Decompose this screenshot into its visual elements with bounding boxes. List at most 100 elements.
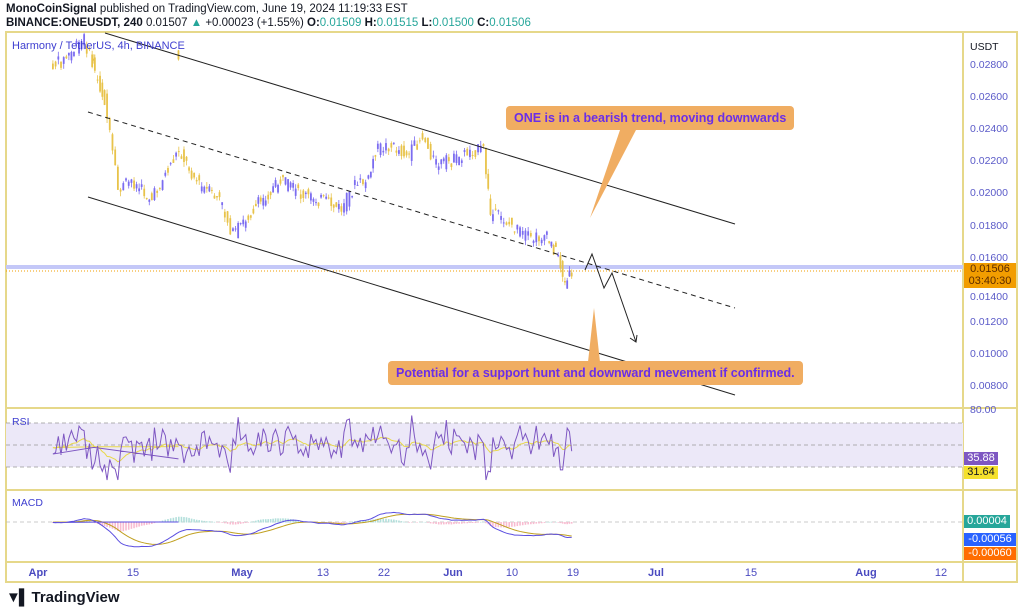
macd-hist-bar: [239, 522, 242, 524]
candle-body: [193, 172, 196, 178]
macd-hist-bar: [450, 522, 453, 525]
candle-body: [442, 158, 445, 162]
price-unit: USDT: [970, 41, 999, 53]
macd-hist-bar: [169, 518, 172, 523]
annotation-bearish-trend[interactable]: ONE is in a bearish trend, moving downwa…: [506, 106, 795, 130]
macd-line: [52, 511, 572, 548]
candle-body: [348, 191, 351, 207]
candle-body: [269, 192, 272, 196]
candle-body: [505, 222, 508, 225]
projection-arrow-icon: [629, 334, 638, 343]
candle-body: [492, 214, 494, 222]
time-tick: 13: [316, 567, 330, 579]
macd-hist-bar: [106, 522, 108, 527]
candle-body: [332, 204, 335, 208]
candle-body: [130, 179, 133, 183]
macd-hist-bar: [292, 519, 294, 523]
callout-pointer-top: [590, 130, 636, 218]
tradingview-logo[interactable]: ▼▌ TradingView: [6, 589, 120, 606]
macd-hist-bar: [188, 517, 190, 523]
high-label: H:: [364, 17, 377, 29]
macd-hist-bar: [400, 521, 403, 523]
candle-body: [527, 231, 530, 236]
candle-body: [140, 184, 143, 187]
macd-hist-bar: [502, 522, 505, 528]
macd-hist-bar: [272, 518, 274, 523]
brand-name: TradingView: [31, 589, 120, 606]
candle-body: [440, 159, 443, 165]
macd-hist-bar: [489, 522, 492, 526]
candle-body: [552, 245, 555, 255]
close-label: C:: [477, 17, 490, 29]
candle-body: [114, 149, 117, 166]
candle-body: [410, 144, 413, 161]
macd-hist-bar: [247, 522, 250, 523]
macd-hist-bar: [348, 521, 351, 523]
candle-body: [543, 235, 546, 241]
macd-hist-bar: [538, 522, 540, 524]
macd-hist-bar: [471, 522, 474, 523]
candle-body: [62, 57, 65, 64]
price-tick: 0.02400: [970, 123, 1008, 136]
macd-hist-bar: [527, 522, 529, 525]
macd-hist-bar: [130, 522, 133, 529]
price-tick: 0.02800: [970, 59, 1008, 71]
macd-hist-bar: [216, 522, 218, 523]
macd-hist-bar: [548, 521, 550, 523]
open-value: 0.01509: [319, 17, 362, 29]
candle-body: [362, 179, 364, 185]
candle-body: [242, 219, 245, 225]
macd-hist-bar: [398, 520, 400, 523]
price-tick: 0.01200: [970, 315, 1008, 328]
channel-upper-line: [104, 32, 736, 225]
candle-body: [568, 270, 571, 277]
candle-body: [65, 56, 68, 59]
current-price-line: [6, 265, 963, 269]
macd-hist-bar: [122, 522, 125, 532]
macd-hist-bar: [198, 520, 201, 523]
macd-hist-bar: [524, 522, 527, 525]
macd-hist-bar: [421, 521, 424, 523]
macd-hist-bar: [175, 517, 177, 523]
candle-body: [138, 188, 141, 192]
candle-body: [356, 184, 359, 186]
candle-body: [127, 181, 130, 186]
price-change: +0.00023 (+1.55%): [205, 17, 304, 29]
macd-hist-bar: [511, 522, 513, 527]
candle-body: [54, 61, 57, 67]
candle-body: [548, 241, 551, 243]
candle-body: [185, 156, 188, 161]
candle-body: [519, 227, 521, 237]
macd-hist-bar: [516, 522, 519, 527]
candle-body: [320, 194, 322, 198]
candle-body: [96, 79, 99, 81]
candle-body: [500, 216, 502, 220]
candle-body: [106, 93, 108, 119]
macd-hist-bar: [264, 519, 267, 523]
candle-body: [101, 82, 104, 97]
macd-hist-bar: [164, 519, 167, 523]
macd-hist-bar: [267, 519, 269, 523]
macd-signal-badge: -0.00060: [964, 547, 1016, 560]
low-value: 0.01500: [432, 17, 474, 29]
close-value: 0.01506: [489, 17, 531, 29]
price-tick: 0.01800: [970, 219, 1008, 232]
candle-body: [408, 153, 410, 155]
candle-body: [143, 188, 146, 197]
candle-body: [119, 189, 122, 192]
macd-hist-bar: [143, 522, 146, 526]
macd-hist-bar: [432, 522, 435, 524]
candle-body: [292, 182, 295, 188]
macd-hist-bar: [343, 522, 345, 524]
candle-body: [226, 211, 229, 223]
macd-hist-bar: [140, 522, 143, 526]
macd-hist-bar: [485, 522, 487, 524]
macd-hist-bar: [403, 521, 405, 523]
macd-hist-bar: [508, 522, 510, 528]
candle-body: [167, 167, 169, 173]
annotation-support-hunt[interactable]: Potential for a support hunt and downwar…: [388, 361, 803, 385]
candle-body: [447, 157, 450, 162]
candle-body: [284, 177, 287, 185]
macd-hist-bar: [479, 521, 482, 523]
